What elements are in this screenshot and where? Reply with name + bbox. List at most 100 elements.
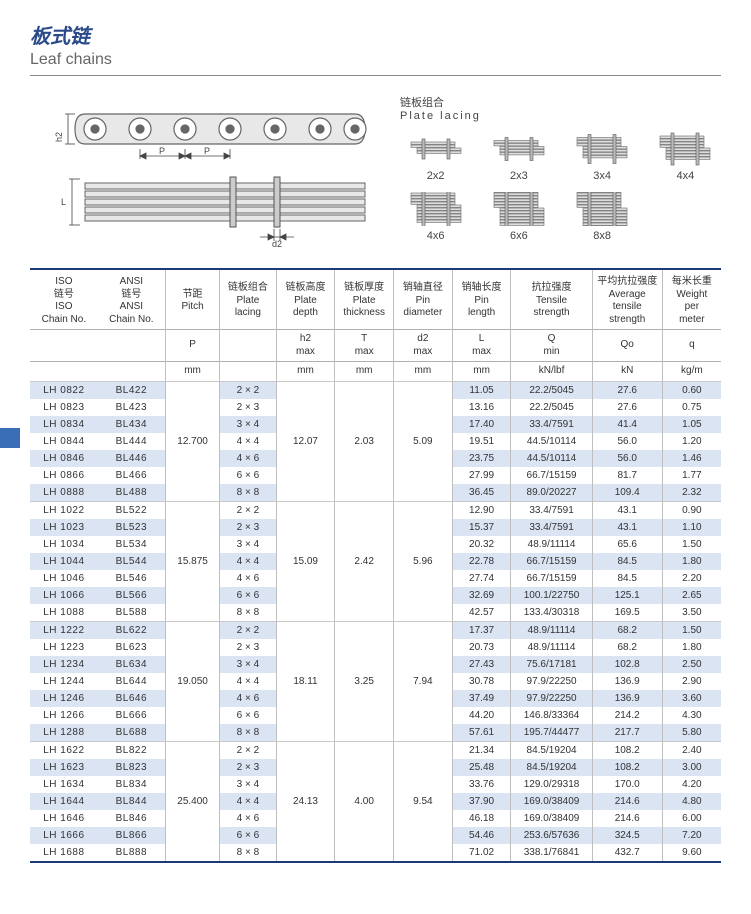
table-cell: 2 × 3 <box>220 639 276 656</box>
page: 板式链 Leaf chains <box>0 0 751 883</box>
table-cell: 2 × 2 <box>220 501 276 519</box>
table-cell: 48.9/11114 <box>511 621 592 639</box>
table-cell: 6 × 6 <box>220 827 276 844</box>
table-header-cell <box>220 362 276 382</box>
table-cell: 25.400 <box>165 741 219 861</box>
table-cell: 3 × 4 <box>220 656 276 673</box>
table-cell: 2 × 2 <box>220 741 276 759</box>
table-cell: 33.4/7591 <box>511 519 592 536</box>
table-cell: BL544 <box>98 553 166 570</box>
diagram-row: h2 P P <box>30 94 721 252</box>
table-cell: BL844 <box>98 793 166 810</box>
table-cell: 136.9 <box>592 673 662 690</box>
table-cell: 7.94 <box>394 621 453 741</box>
lacing-label: 2x3 <box>510 170 528 182</box>
table-cell: 13.16 <box>452 399 511 416</box>
table-cell: LH 1222 <box>30 621 98 639</box>
table-cell: 56.0 <box>592 450 662 467</box>
table-cell: 324.5 <box>592 827 662 844</box>
table-cell: 102.8 <box>592 656 662 673</box>
table-body: LH 0822BL42212.7002 × 212.072.035.0911.0… <box>30 381 721 861</box>
table-header-cell: ANSI链号ANSIChain No. <box>98 270 166 330</box>
table-cell: 2.90 <box>662 673 721 690</box>
table-cell: 25.48 <box>452 759 511 776</box>
table-cell: 5.96 <box>394 501 453 621</box>
table-cell: LH 0844 <box>30 433 98 450</box>
table-cell: 8 × 8 <box>220 604 276 622</box>
table-cell: 0.75 <box>662 399 721 416</box>
table-cell: BL822 <box>98 741 166 759</box>
table-cell: 68.2 <box>592 621 662 639</box>
table-cell: 48.9/11114 <box>511 536 592 553</box>
table-cell: 33.4/7591 <box>511 416 592 433</box>
table-cell: LH 0834 <box>30 416 98 433</box>
table-header-cell <box>98 362 166 382</box>
table-cell: BL623 <box>98 639 166 656</box>
table-cell: 22.2/5045 <box>511 399 592 416</box>
table-cell: 4 × 6 <box>220 810 276 827</box>
table-header-cell: 链板厚度Platethickness <box>335 270 394 330</box>
table-header-cell: 节距Pitch <box>165 270 219 330</box>
table-cell: 46.18 <box>452 810 511 827</box>
table-cell: 56.0 <box>592 433 662 450</box>
table-header-cell: 销轴长度Pinlength <box>452 270 511 330</box>
table-cell: 0.90 <box>662 501 721 519</box>
lacing-grid: 2x22x33x44x44x66x68x8 <box>400 132 721 242</box>
table-cell: 214.6 <box>592 810 662 827</box>
table-cell: 2.32 <box>662 484 721 502</box>
table-cell: 214.6 <box>592 793 662 810</box>
table-header-cell: mm <box>394 362 453 382</box>
table-cell: 2.40 <box>662 741 721 759</box>
table-cell: 84.5 <box>592 553 662 570</box>
table-cell: 4.20 <box>662 776 721 793</box>
table-cell: 84.5/19204 <box>511 741 592 759</box>
table-cell: 20.73 <box>452 639 511 656</box>
table-cell: 8 × 8 <box>220 844 276 861</box>
table-header-cell: 链板高度Platedepth <box>276 270 335 330</box>
table-cell: 1.77 <box>662 467 721 484</box>
table-header-cell: ISO链号ISOChain No. <box>30 270 98 330</box>
table-cell: 43.1 <box>592 519 662 536</box>
table-cell: BL546 <box>98 570 166 587</box>
table-cell: 1.05 <box>662 416 721 433</box>
lacing-label: 8x8 <box>593 230 611 242</box>
table-cell: 33.76 <box>452 776 511 793</box>
lacing-cell: 4x4 <box>650 132 721 182</box>
table-cell: 109.4 <box>592 484 662 502</box>
table-cell: 2 × 3 <box>220 759 276 776</box>
table-cell: 27.43 <box>452 656 511 673</box>
table-cell: BL866 <box>98 827 166 844</box>
table-cell: 2.20 <box>662 570 721 587</box>
title-en: Leaf chains <box>30 51 721 69</box>
table-head: ISO链号ISOChain No.ANSI链号ANSIChain No.节距Pi… <box>30 270 721 381</box>
lacing-cell: 8x8 <box>567 192 638 242</box>
table-cell: 42.57 <box>452 604 511 622</box>
table-cell: 32.69 <box>452 587 511 604</box>
table-header-cell <box>30 362 98 382</box>
table-cell: 108.2 <box>592 741 662 759</box>
table-cell: 84.5/19204 <box>511 759 592 776</box>
table-cell: 4.00 <box>335 741 394 861</box>
table-cell: BL566 <box>98 587 166 604</box>
table-cell: 2 × 2 <box>220 381 276 399</box>
diagram-right: 链板组合 Plate lacing 2x22x33x44x44x66x68x8 <box>400 94 721 242</box>
table-header-cell: Lmax <box>452 330 511 362</box>
table-cell: 1.20 <box>662 433 721 450</box>
diagram-left: h2 P P <box>30 94 370 252</box>
table-cell: LH 1623 <box>30 759 98 776</box>
table-cell: BL644 <box>98 673 166 690</box>
table-header-cell <box>98 330 166 362</box>
table-cell: 27.74 <box>452 570 511 587</box>
table-cell: 19.050 <box>165 621 219 741</box>
table-cell: LH 1246 <box>30 690 98 707</box>
side-tab <box>0 428 20 448</box>
table-cell: BL423 <box>98 399 166 416</box>
table-cell: 12.90 <box>452 501 511 519</box>
table-cell: 27.99 <box>452 467 511 484</box>
title-cn: 板式链 <box>30 20 721 49</box>
table-cell: 30.78 <box>452 673 511 690</box>
table-cell: 170.0 <box>592 776 662 793</box>
table-cell: 4 × 4 <box>220 673 276 690</box>
table-cell: LH 0888 <box>30 484 98 502</box>
table-cell: BL434 <box>98 416 166 433</box>
